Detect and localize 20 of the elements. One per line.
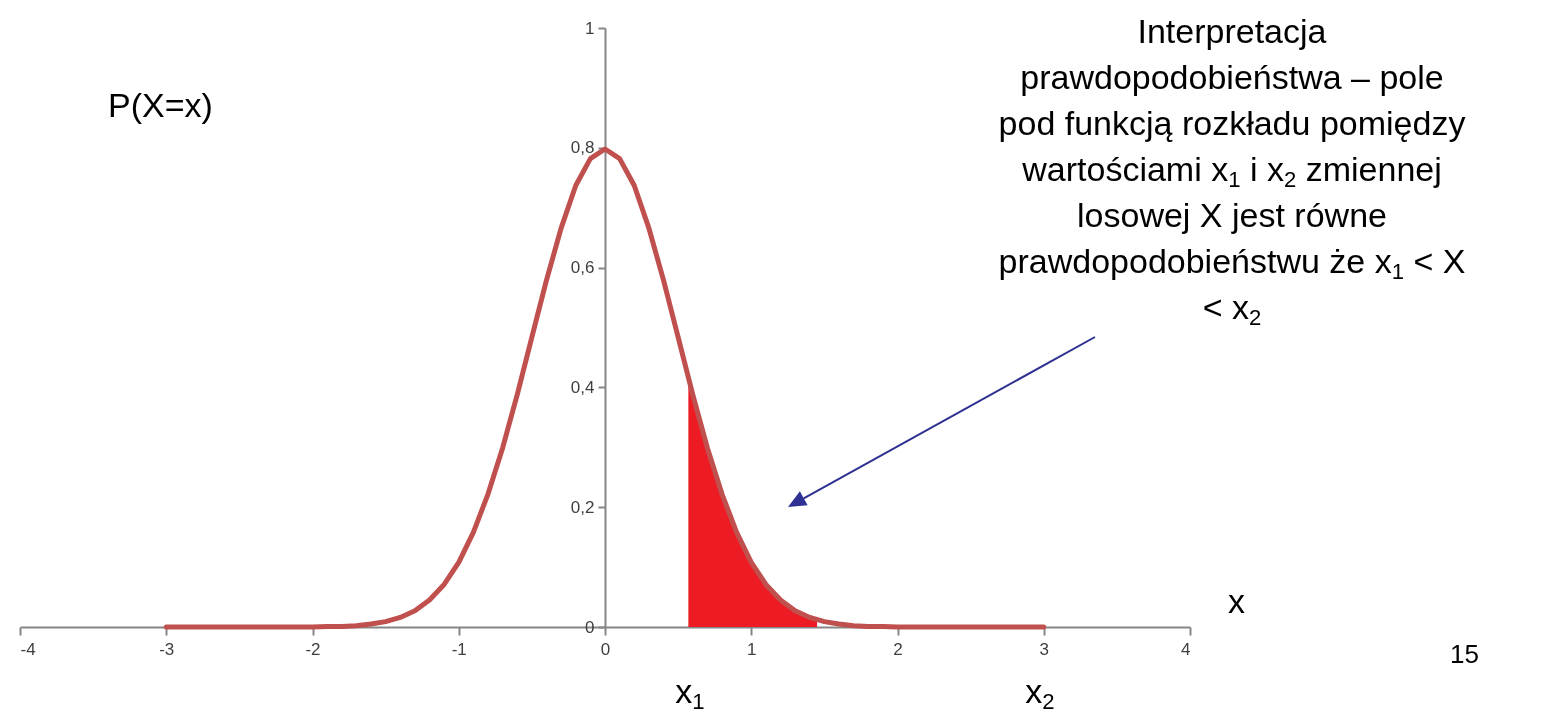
y-tick-label: 0,4 [570, 377, 595, 397]
text: 15 [1450, 639, 1479, 670]
x-tick-label: 3 [1039, 639, 1049, 659]
x-tick-label: 0 [600, 639, 611, 659]
x-tick-label: 4 [1181, 639, 1191, 659]
x-axis-title: x [1228, 582, 1245, 622]
text: x$_{2}$ [1025, 672, 1055, 714]
y-tick-label: 0,2 [570, 497, 595, 517]
text: Interpretacja prawdopodobieństwa – pole pod funkcją rozkładu pomiędzy wartościami x$_{1}$ i x$_{2}$ zmiennej losowej X jest równe prawdopodobieństwu że x$_{1}$ < X < x$_{2}$ [998, 12, 1466, 330]
x-tick-label: -4 [20, 639, 36, 659]
y-axis-title: P(X=x) [108, 86, 213, 126]
x-tick-label: -3 [159, 639, 175, 659]
x-tick-label: -1 [451, 639, 467, 659]
x-tick-label: 2 [893, 639, 903, 659]
text: x$_{1}$ [675, 672, 705, 714]
x-tick-label: -2 [305, 639, 321, 659]
x-tick-label: 1 [747, 639, 757, 659]
y-tick-label: 1 [585, 18, 595, 38]
y-tick-label: 0,6 [570, 258, 595, 278]
y-tick-label: 0,8 [570, 138, 595, 158]
